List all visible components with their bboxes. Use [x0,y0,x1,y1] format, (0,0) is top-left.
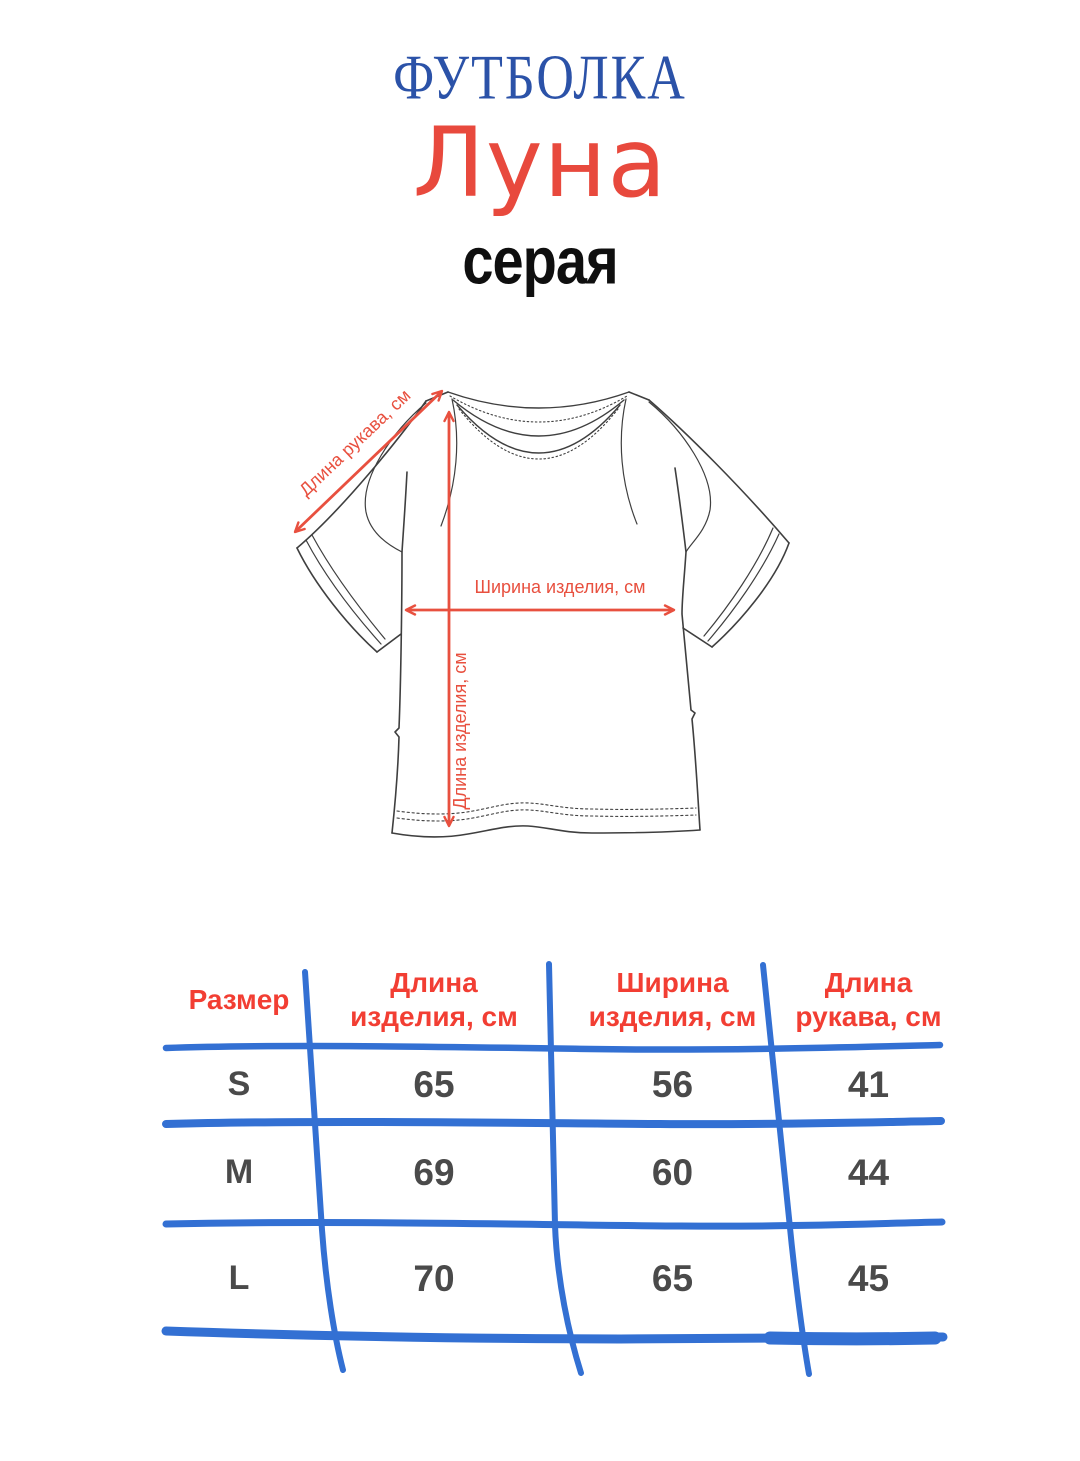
collar-back-arc [447,391,630,409]
right-armhole-seam [648,401,712,553]
sleeve-length-arrow [293,389,444,534]
left-sleeve-cuff-edge [296,547,378,653]
column-header-line: изделия, см [588,1000,757,1032]
grid-vline-1 [302,969,346,1373]
right-sleeve-top-edge [648,399,790,544]
variant-label: серая [462,222,618,298]
tshirt-measurement-diagram: Длина рукава, см Ширина изделия, см Длин… [270,360,810,900]
left-cuff-fold-lines [305,534,386,645]
column-header-line: Ширина [616,966,729,998]
grid-hline-2 [162,1117,945,1129]
product-name: Луна [412,107,668,219]
column-header-item-length: Длина изделия, см [313,952,555,1047]
grid-hline-3 [162,1218,946,1230]
value-l-sleeve: 45 [847,1257,890,1299]
value-l-length: 70 [413,1257,455,1299]
column-header-line: Длина [390,966,478,998]
column-header-line: рукава, см [795,1000,942,1032]
value-m-length: 69 [413,1151,455,1193]
right-side-seam [674,467,701,831]
brand-title: ФУТБОЛКА [393,43,687,113]
grid-hline-1 [162,1041,944,1053]
right-sleeve-under-edge [682,627,713,648]
right-cuff-fold-lines [703,527,780,642]
collar-rib-arc [452,399,625,437]
collar [447,391,630,460]
right-drape-line [620,398,638,525]
grid-vline-3 [760,962,812,1377]
value-l-width: 65 [651,1257,694,1299]
hem-edge [391,825,701,838]
sleeve-length-label: Длина рукава, см [295,385,414,500]
value-m-width: 60 [651,1151,694,1193]
collar-front-arc [456,404,621,454]
column-header-line: Длина [824,966,913,998]
column-header-size: Размер [165,952,313,1047]
left-sleeve-under-edge [376,633,402,653]
item-length-label: Длина изделия, см [450,652,470,809]
column-header-line: изделия, см [350,1000,518,1032]
left-side-seam [391,471,408,834]
column-header-item-width: Ширина изделия, см [555,952,790,1047]
collar-stitch-arc-2 [458,408,619,460]
grid-hline-4-blob [763,1331,942,1346]
size-table: Размер Длина изделия, см Ширина изделия,… [165,952,947,1334]
size-cell-l: L [228,1259,250,1297]
item-width-label: Ширина изделия, см [474,577,645,597]
column-header-sleeve-length: Длина рукава, см [790,952,947,1047]
table-grid-lines [161,961,948,1377]
size-cell-m: M [224,1153,254,1191]
value-s-width: 56 [651,1063,694,1105]
hem-stitching [396,802,697,822]
value-s-length: 65 [413,1063,455,1105]
hem-stitch-line-2 [396,809,697,822]
tshirt-sketch-svg: Длина рукава, см Ширина изделия, см Длин… [293,385,790,838]
column-header-line: Размер [188,983,290,1015]
right-sleeve-cuff-edge [711,542,790,648]
measurement-arrows: Длина рукава, см Ширина изделия, см Длин… [293,385,676,828]
value-s-sleeve: 41 [847,1063,890,1105]
grid-vline-2 [546,961,584,1376]
value-m-sleeve: 44 [847,1151,890,1193]
size-cell-s: S [227,1065,251,1103]
